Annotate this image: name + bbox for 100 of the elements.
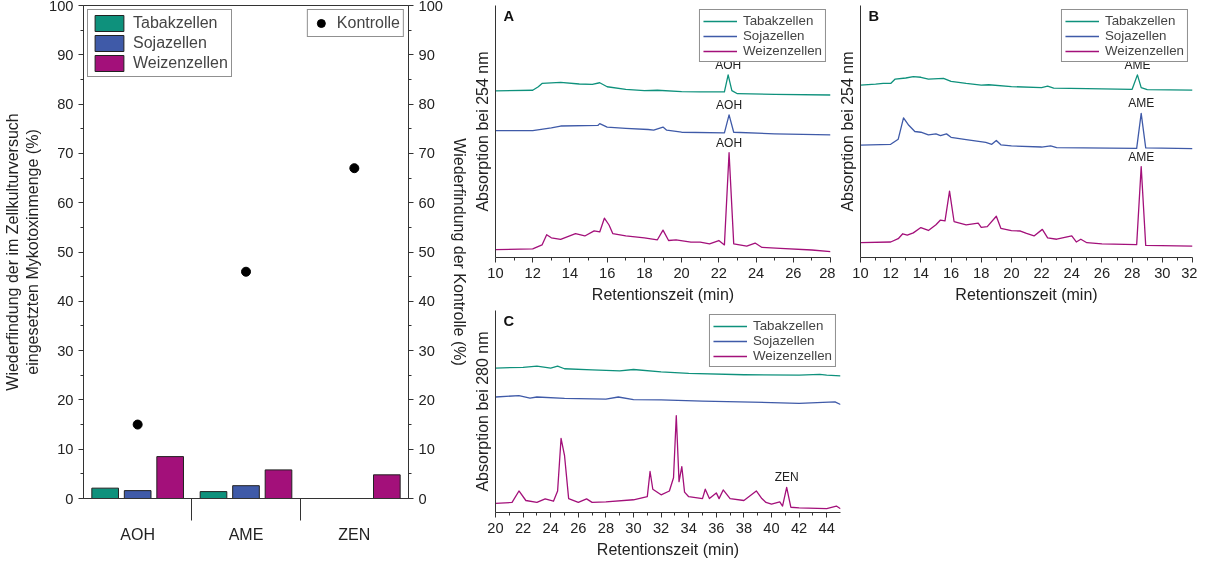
y2-tick-label: 80: [418, 96, 435, 113]
x-tick-label: 10: [852, 264, 869, 281]
annotation: AME: [1128, 149, 1155, 164]
legend-label: Sojazellen: [752, 333, 815, 348]
x-axis-title: Retentionszeit (min): [596, 540, 740, 558]
y-tick-label: 100: [49, 0, 74, 14]
legend-label: Kontrolle: [336, 14, 400, 32]
y2-tick-label: 40: [418, 293, 435, 310]
y-tick-label: 70: [57, 145, 74, 162]
x-tick-label: 12: [882, 264, 899, 281]
y-tick-label: 0: [65, 490, 74, 507]
x-tick-label: 24: [542, 519, 559, 536]
y-tick-label: 50: [57, 244, 74, 260]
y-tick-label: 90: [57, 46, 74, 63]
y-tick-label: 10: [57, 441, 74, 458]
legend-label: Weizenzellen: [752, 348, 832, 363]
bar: [373, 474, 401, 499]
x-tick-label: 24: [747, 264, 765, 281]
legend-label: Tabakzellen: [133, 14, 218, 32]
x-tick-label: AOH: [120, 525, 155, 543]
x-tick-label: 26: [570, 519, 587, 536]
x-axis-title: Retentionszeit (min): [955, 285, 1098, 303]
legend-label: Weizenzellen: [133, 54, 228, 72]
bar: [264, 469, 293, 499]
x-tick-label: 14: [912, 264, 930, 281]
x-tick-label: 12: [524, 264, 541, 281]
y2-tick-label: 100: [418, 0, 443, 14]
y2-tick-label: 20: [418, 391, 435, 408]
y-tick-label: 30: [57, 342, 74, 359]
y-tick-label: 20: [57, 391, 74, 408]
legend-label: Sojazellen: [1104, 28, 1167, 43]
x-tick-label: 30: [1154, 264, 1171, 281]
x-tick-label: 22: [710, 264, 727, 281]
x-tick-label: 22: [514, 519, 532, 536]
bar: [91, 487, 119, 499]
bar: [123, 490, 152, 499]
point: [132, 419, 143, 430]
legend-label: Tabakzellen: [742, 13, 814, 28]
x-tick-label: 44: [818, 519, 835, 536]
chart-title: A: [503, 7, 515, 24]
annotation: AME: [1128, 96, 1155, 111]
x-tick-label: 42: [790, 519, 808, 536]
legend-label: Tabakzellen: [752, 318, 824, 333]
x-tick-label: 20: [487, 519, 504, 536]
bar: [199, 491, 228, 499]
chart-title: C: [503, 312, 515, 329]
x-tick-label: 18: [636, 264, 653, 281]
x-tick-label: 20: [1003, 264, 1020, 281]
x-tick-label: 18: [973, 264, 990, 281]
y2-tick-label: 50: [418, 244, 435, 260]
legend-label: Weizenzellen: [742, 43, 822, 58]
chart-title: B: [868, 7, 880, 24]
x-axis-title: Retentionszeit (min): [591, 285, 735, 303]
x-tick-label: 32: [1181, 264, 1198, 281]
annotation: ZEN: [774, 470, 799, 485]
legend-label: Tabakzellen: [1104, 13, 1176, 28]
y2-tick-label: 90: [418, 46, 435, 63]
y2-tick-label: 70: [418, 145, 435, 162]
x-tick-label: 14: [561, 264, 579, 281]
y2-axis-title: Wiederfindung der Kontrolle (%): [450, 138, 468, 366]
x-tick-label: 28: [819, 264, 836, 281]
annotation: AOH: [716, 97, 743, 112]
point: [241, 266, 251, 277]
x-tick-label: AME: [228, 525, 264, 543]
annotation: AOH: [716, 135, 743, 150]
y-axis-title: Absorption bei 254 nm: [473, 51, 491, 212]
x-tick-label: 16: [942, 264, 960, 281]
y2-tick-label: 30: [418, 342, 435, 359]
x-tick-label: 38: [735, 519, 753, 536]
legend-label: Sojazellen: [742, 28, 805, 43]
legend-label: Weizenzellen: [1104, 43, 1184, 58]
x-tick-label: 30: [625, 519, 642, 536]
x-tick-label: 32: [652, 519, 670, 536]
x-tick-label: 22: [1033, 264, 1050, 281]
y-tick-label: 80: [57, 96, 74, 113]
bar: [232, 485, 260, 499]
x-tick-label: 26: [785, 264, 802, 281]
y2-tick-label: 10: [418, 441, 435, 458]
x-tick-label: 28: [597, 519, 615, 536]
x-tick-label: 34: [680, 519, 697, 536]
point: [349, 163, 360, 174]
bar: [156, 456, 184, 499]
x-tick-label: 36: [708, 519, 725, 536]
annotation: AOH: [715, 57, 742, 72]
y-axis-title: Absorption bei 254 nm: [838, 51, 856, 212]
x-tick-label: 26: [1093, 264, 1111, 281]
x-tick-label: 16: [599, 264, 616, 281]
x-tick-label: 10: [487, 264, 504, 281]
y2-tick-label: 0: [418, 490, 427, 507]
x-tick-label: 20: [673, 264, 690, 281]
y-tick-label: 40: [57, 293, 74, 310]
y-tick-label: 60: [57, 194, 74, 211]
y-axis-title: Absorption bei 280 nm: [473, 331, 491, 492]
x-tick-label: 24: [1063, 264, 1080, 281]
x-tick-label: ZEN: [338, 525, 371, 543]
annotation: AME: [1124, 57, 1151, 72]
x-tick-label: 28: [1123, 264, 1141, 281]
y-axis-title: Wiederfindung der im Zellkulturversuch eingesetzten Mykotoxinmenge (%): [3, 113, 42, 391]
y2-tick-label: 60: [418, 194, 435, 211]
legend-label: Sojazellen: [133, 34, 207, 52]
